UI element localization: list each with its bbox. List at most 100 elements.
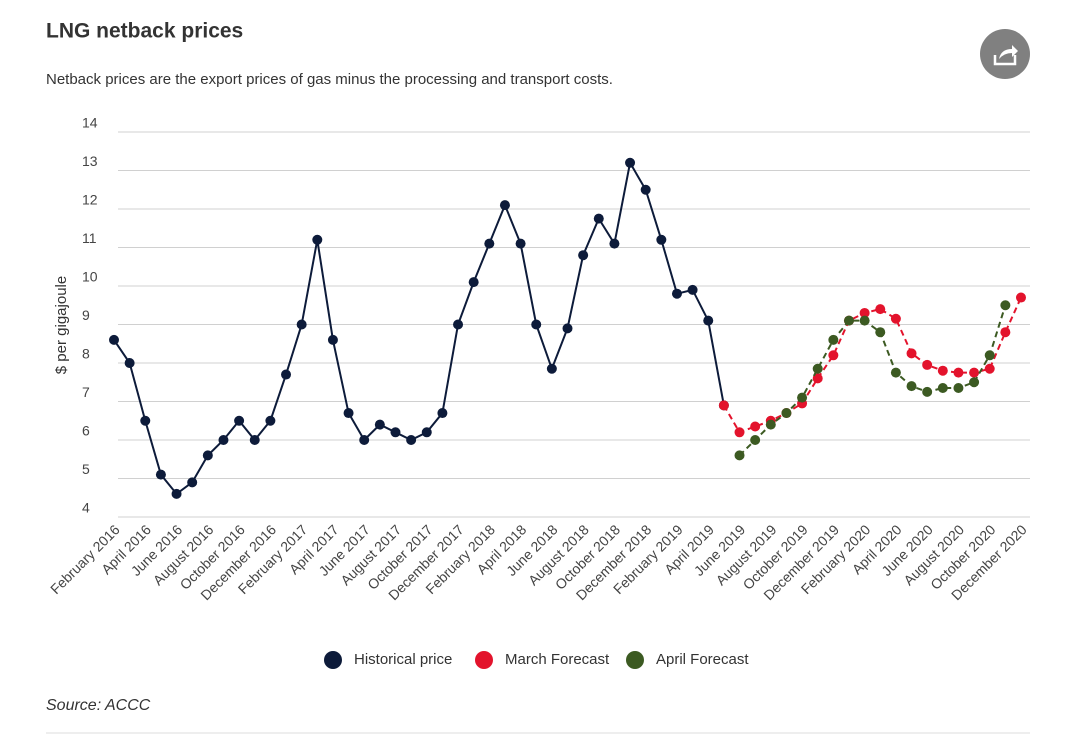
data-point (812, 363, 823, 374)
data-point (687, 284, 698, 295)
data-point (265, 415, 276, 426)
y-tick-label: 14 (82, 115, 98, 131)
y-tick-label: 4 (82, 500, 90, 516)
data-point (937, 365, 948, 376)
data-point (437, 408, 448, 419)
data-point (187, 477, 198, 488)
legend-label: April Forecast (656, 651, 749, 668)
data-point (546, 363, 557, 374)
data-point (499, 200, 510, 211)
data-point (890, 367, 901, 378)
legend-swatch (475, 651, 493, 669)
chart-title: LNG netback prices (46, 20, 243, 43)
y-tick-label: 13 (82, 153, 98, 169)
source: Source: ACCC (46, 697, 151, 714)
data-point (922, 386, 933, 397)
data-point (140, 415, 151, 426)
series (718, 292, 1026, 438)
data-point (843, 315, 854, 326)
series (734, 300, 1011, 461)
data-point (359, 435, 370, 445)
data-point (812, 373, 823, 384)
y-tick-label: 5 (82, 461, 90, 477)
y-tick-label: 10 (82, 269, 98, 285)
data-point (421, 427, 432, 438)
data-point (531, 319, 542, 330)
legend-swatch (626, 651, 644, 669)
data-point (296, 319, 307, 330)
y-tick-label: 6 (82, 423, 90, 439)
data-point (656, 234, 667, 245)
data-point (797, 392, 808, 403)
series-line (113, 159, 725, 496)
data-point (734, 427, 745, 438)
data-point (1000, 327, 1011, 338)
data-point (453, 319, 464, 330)
data-point (703, 315, 714, 326)
data-point (312, 234, 323, 245)
data-point (1016, 292, 1026, 303)
data-point (969, 377, 980, 388)
data-point (406, 435, 417, 445)
y-tick-label: 11 (82, 230, 97, 246)
y-axis-label: $ per gigajoule (53, 276, 70, 374)
data-point (750, 435, 761, 445)
data-point (578, 250, 589, 261)
data-point (155, 469, 166, 480)
data-point (171, 488, 182, 499)
data-point (484, 238, 495, 249)
data-point (906, 348, 917, 359)
data-point (327, 334, 338, 345)
data-point (875, 304, 886, 315)
data-point (625, 157, 636, 168)
data-point (984, 363, 995, 374)
share-arrow (999, 45, 1018, 59)
data-point (828, 334, 839, 345)
data-point (984, 350, 995, 361)
data-point (953, 383, 964, 394)
data-point (202, 450, 213, 461)
data-point (593, 213, 604, 224)
data-point (671, 288, 682, 299)
data-point (1000, 300, 1011, 311)
data-point (765, 419, 776, 430)
data-point (609, 238, 620, 249)
data-point (390, 427, 401, 438)
data-point (750, 421, 761, 432)
data-point (953, 367, 964, 378)
data-point (374, 419, 385, 430)
legend-label: March Forecast (505, 651, 610, 668)
data-point (249, 435, 260, 445)
share-button[interactable] (980, 29, 1030, 79)
data-point (218, 435, 229, 445)
data-point (922, 359, 933, 370)
data-point (906, 381, 917, 392)
data-point (234, 415, 245, 426)
legend-swatch (324, 651, 342, 669)
data-point (109, 334, 119, 345)
data-point (124, 358, 135, 368)
data-point (734, 450, 745, 461)
data-point (640, 184, 651, 195)
data-point (875, 327, 886, 338)
data-point (718, 400, 729, 411)
data-point (969, 367, 980, 378)
data-point (562, 323, 573, 334)
y-tick-label: 12 (82, 192, 98, 208)
chart-subtitle: Netback prices are the export prices of … (46, 71, 613, 88)
y-tick-label: 7 (82, 384, 90, 400)
data-point (859, 315, 870, 326)
series-line (723, 297, 1022, 434)
data-point (890, 313, 901, 324)
share-icon (993, 55, 1017, 66)
legend-label: Historical price (354, 651, 452, 668)
data-point (781, 408, 792, 419)
series (109, 157, 729, 499)
data-point (515, 238, 526, 249)
y-tick-label: 9 (82, 307, 90, 323)
data-point (828, 350, 839, 361)
data-point (859, 307, 870, 318)
data-point (468, 277, 479, 288)
data-point (281, 369, 292, 380)
